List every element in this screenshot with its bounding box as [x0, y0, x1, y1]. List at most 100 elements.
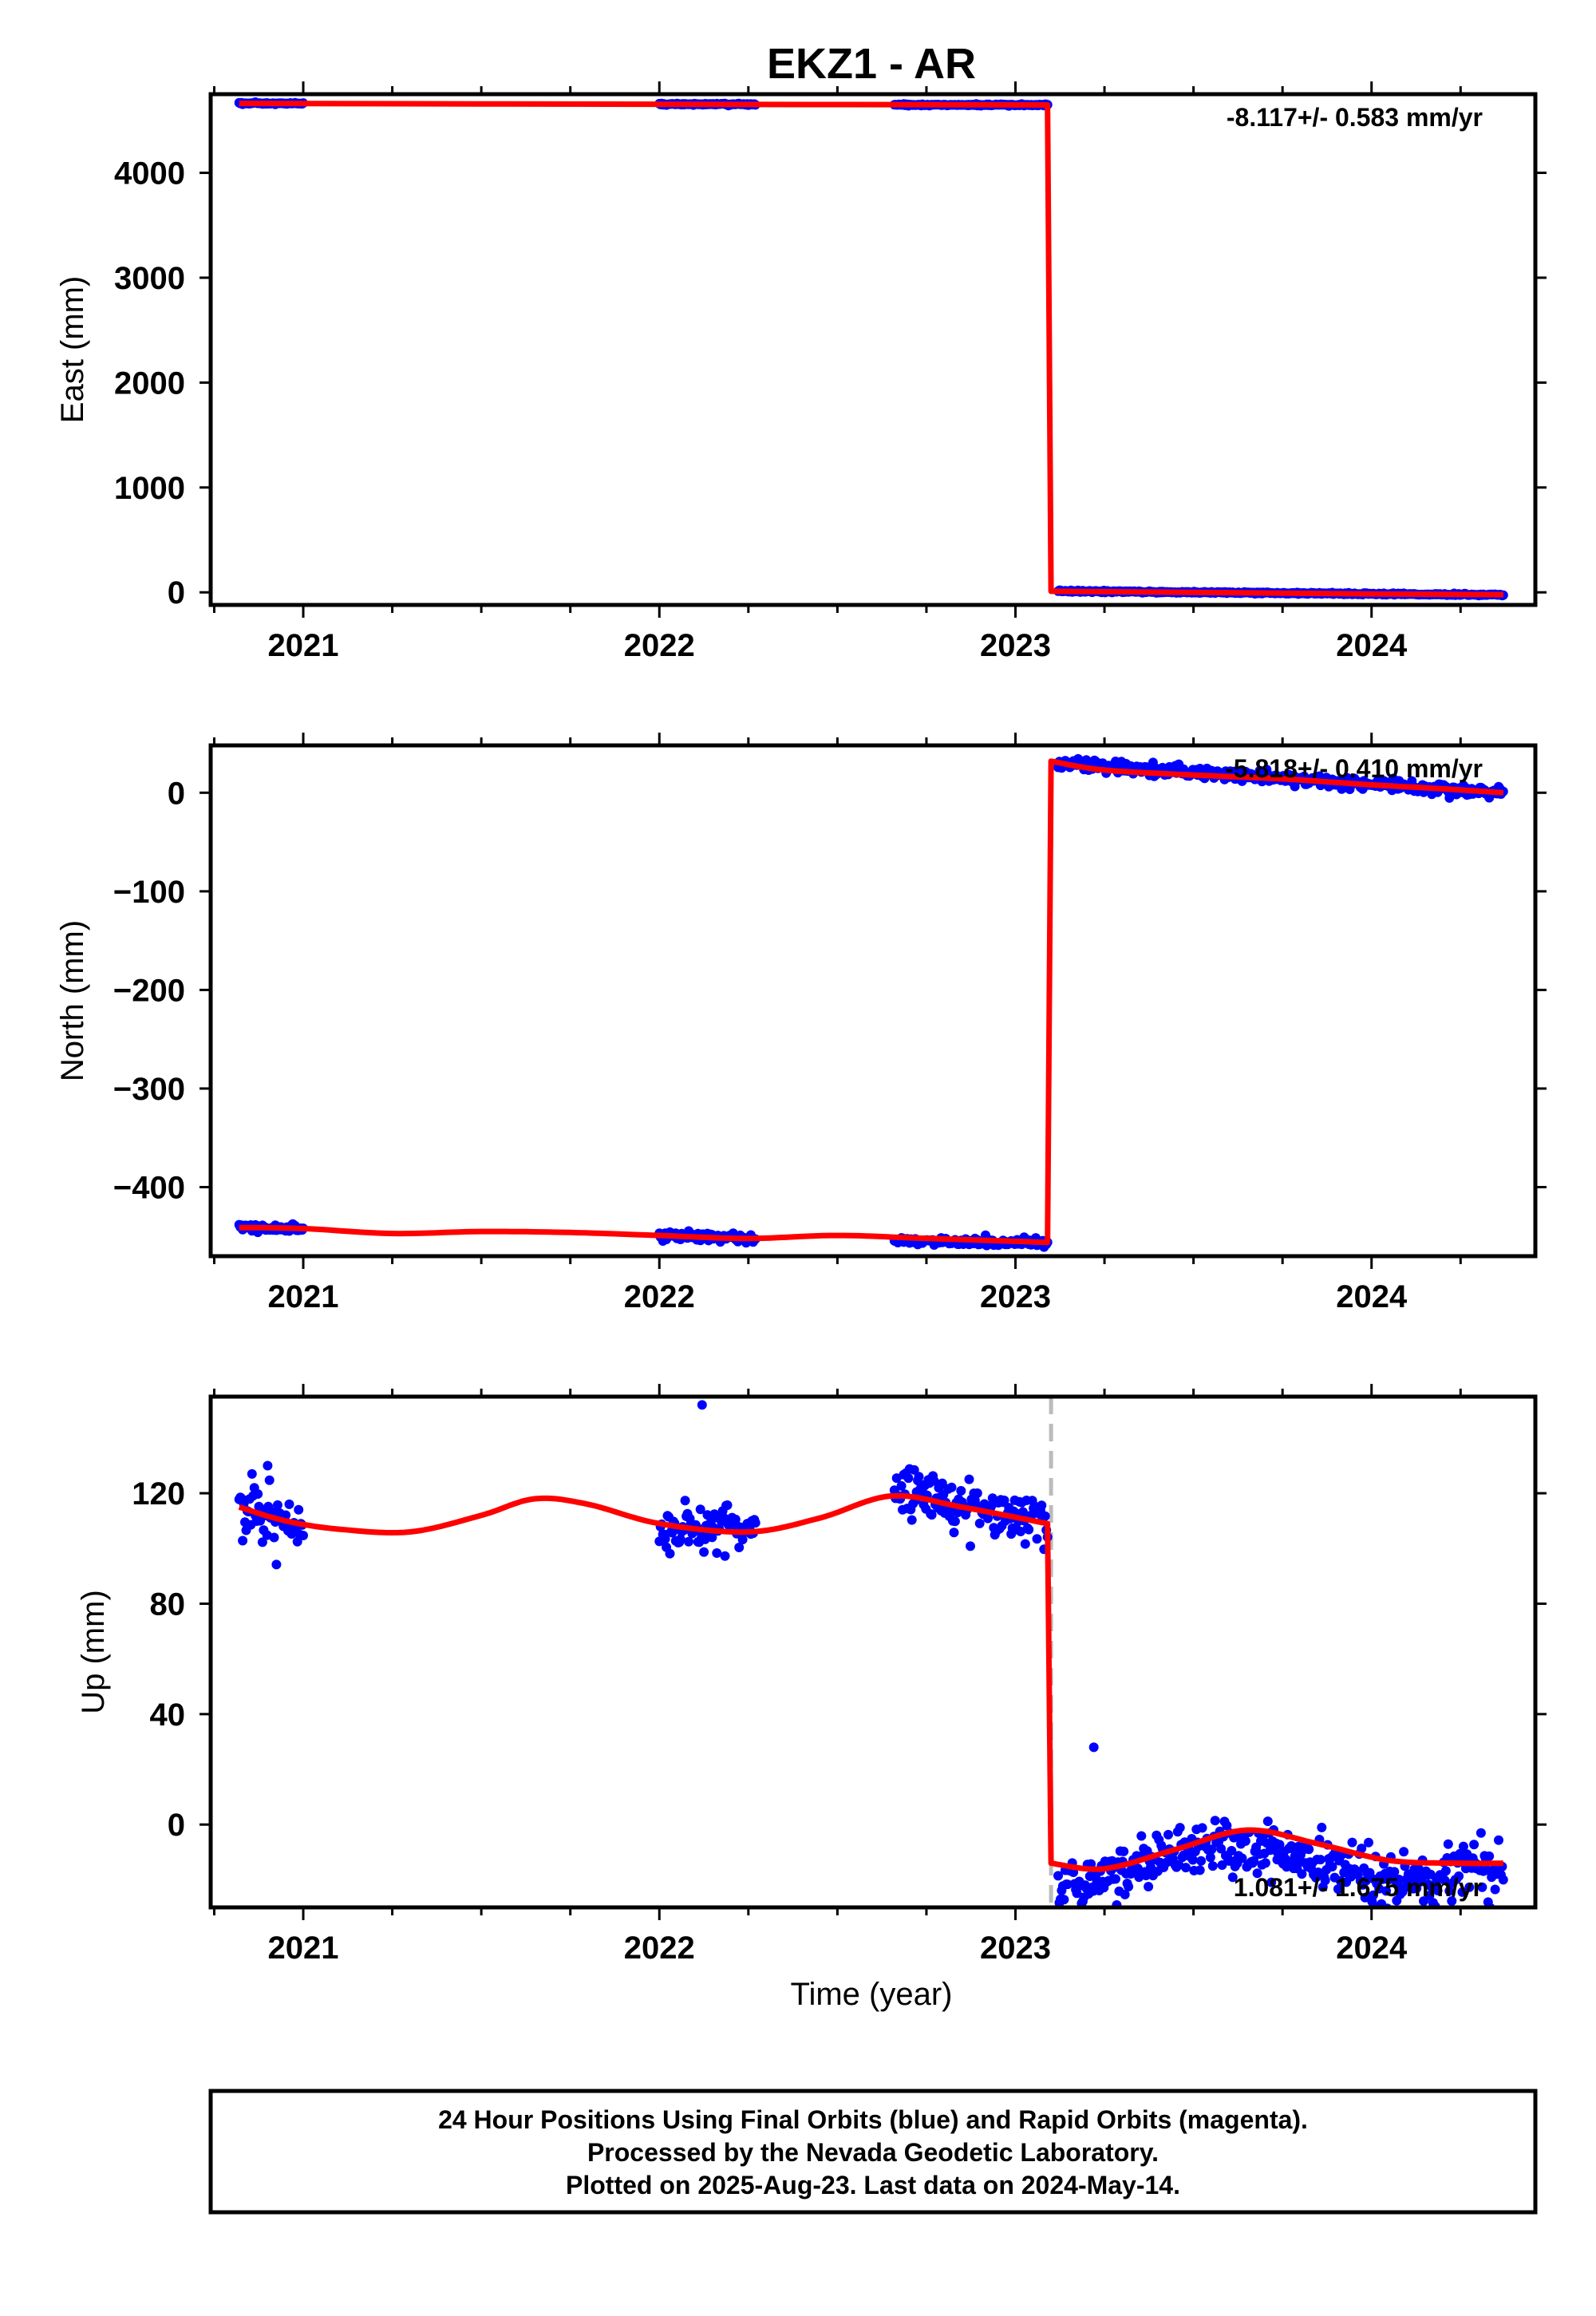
x-axis-label: Time (year)	[791, 1977, 953, 2012]
up-data-points	[234, 1400, 1508, 1907]
up-data-point	[1195, 1865, 1205, 1875]
up-data-point	[903, 1473, 914, 1484]
up-data-point	[1399, 1847, 1409, 1857]
up-data-point	[1447, 1896, 1457, 1906]
up-data-point	[1260, 1858, 1270, 1868]
up-data-point	[1327, 1862, 1337, 1871]
up-data-point	[1317, 1822, 1327, 1832]
up-data-point	[1494, 1835, 1503, 1845]
up-data-point	[1059, 1895, 1069, 1905]
north-model-fit-line	[239, 758, 1503, 1246]
up-data-point	[1458, 1841, 1468, 1852]
footer-line-2: Processed by the Nevada Geodetic Laborat…	[587, 2138, 1159, 2167]
up-data-point	[1454, 1871, 1464, 1881]
east-y-tick-label: 0	[168, 575, 185, 611]
up-data-point	[1197, 1823, 1207, 1833]
up-data-point	[1262, 1816, 1273, 1827]
up-data-point	[1333, 1884, 1343, 1894]
up-data-point	[1120, 1889, 1130, 1899]
up-data-point	[271, 1559, 282, 1570]
up-data-point	[264, 1475, 275, 1485]
up-data-point	[238, 1535, 248, 1546]
up-data-point	[983, 1513, 993, 1524]
up-data-point	[1368, 1890, 1378, 1900]
up-data-point	[896, 1480, 907, 1491]
up-data-point	[1484, 1851, 1495, 1861]
east-x-tick-label: 2022	[624, 628, 695, 663]
up-data-point	[1440, 1866, 1451, 1876]
east-y-tick-label: 4000	[114, 156, 185, 192]
up-data-point	[1037, 1500, 1047, 1511]
east-x-tick-label: 2023	[980, 628, 1051, 663]
up-data-point	[1464, 1882, 1475, 1892]
up-data-point	[247, 1468, 257, 1479]
up-data-point	[914, 1472, 924, 1482]
up-data-point	[284, 1499, 294, 1509]
up-data-point	[1394, 1875, 1404, 1884]
up-data-point	[257, 1537, 267, 1547]
up-data-point	[1424, 1891, 1435, 1901]
up-data-point	[1020, 1539, 1030, 1549]
up-data-point	[1119, 1846, 1129, 1856]
up-data-point	[1315, 1855, 1325, 1865]
up-data-point	[964, 1474, 974, 1484]
up-data-point	[712, 1548, 722, 1558]
east-y-axis-label: East (mm)	[55, 276, 90, 423]
footer-line-3: Plotted on 2025-Aug-23. Last data on 202…	[566, 2171, 1180, 2199]
up-data-point	[1196, 1856, 1207, 1866]
footer-line-1: 24 Hour Positions Using Final Orbits (bl…	[438, 2105, 1308, 2134]
up-data-point	[695, 1504, 705, 1515]
up-data-point	[1181, 1863, 1191, 1873]
up-data-point	[272, 1500, 282, 1510]
up-data-point	[292, 1536, 302, 1547]
up-data-point	[1266, 1877, 1277, 1887]
up-data-point	[1062, 1879, 1073, 1890]
up-data-point	[929, 1476, 939, 1486]
north-x-tick-label: 2021	[268, 1279, 339, 1314]
up-data-point	[253, 1489, 263, 1499]
up-data-point	[1389, 1867, 1400, 1877]
up-data-point	[1304, 1844, 1314, 1855]
up-data-point	[1249, 1856, 1259, 1866]
up-data-point	[750, 1518, 760, 1528]
east-y-tick-label: 1000	[114, 471, 185, 506]
up-data-point	[269, 1532, 279, 1543]
up-data-point	[684, 1536, 693, 1547]
up-data-point	[1240, 1836, 1250, 1846]
up-data-point	[1357, 1844, 1367, 1854]
up-data-point	[1205, 1852, 1215, 1863]
up-y-tick-label: 80	[150, 1587, 186, 1622]
up-data-point	[1032, 1534, 1042, 1544]
up-data-point	[1490, 1884, 1500, 1895]
up-data-point	[926, 1510, 937, 1520]
up-outlier-point	[697, 1400, 707, 1410]
up-data-point	[1347, 1837, 1357, 1848]
up-y-tick-label: 0	[168, 1808, 185, 1843]
up-data-point	[946, 1482, 957, 1492]
up-data-point	[1072, 1888, 1082, 1899]
up-data-point	[949, 1528, 959, 1538]
up-data-point	[1111, 1874, 1120, 1884]
up-data-point	[974, 1518, 985, 1528]
up-y-axis-label: Up (mm)	[76, 1590, 111, 1714]
up-data-point	[1443, 1839, 1453, 1849]
east-model-fit-line	[239, 101, 1503, 598]
up-data-point	[707, 1532, 717, 1543]
up-rate-annotation: 1.081+/- 1.675 mm/yr	[1234, 1873, 1483, 1902]
up-data-point	[1207, 1861, 1218, 1871]
up-x-tick-label: 2022	[624, 1931, 695, 1966]
east-panel: 2021 2022 2023 2024 0 1000 2000 3000 4000 East (m…	[55, 81, 1547, 663]
chart-title: EKZ1 - AR	[767, 40, 976, 88]
up-data-point	[1175, 1823, 1185, 1833]
north-x-tick-label: 2022	[624, 1279, 695, 1314]
up-data-point	[999, 1496, 1009, 1505]
up-data-point	[1207, 1844, 1217, 1855]
north-y-tick-label: 0	[168, 776, 185, 811]
up-data-point	[722, 1500, 733, 1510]
footer-frame	[208, 2089, 1538, 2215]
up-data-point	[680, 1496, 690, 1506]
up-data-point	[972, 1488, 982, 1498]
